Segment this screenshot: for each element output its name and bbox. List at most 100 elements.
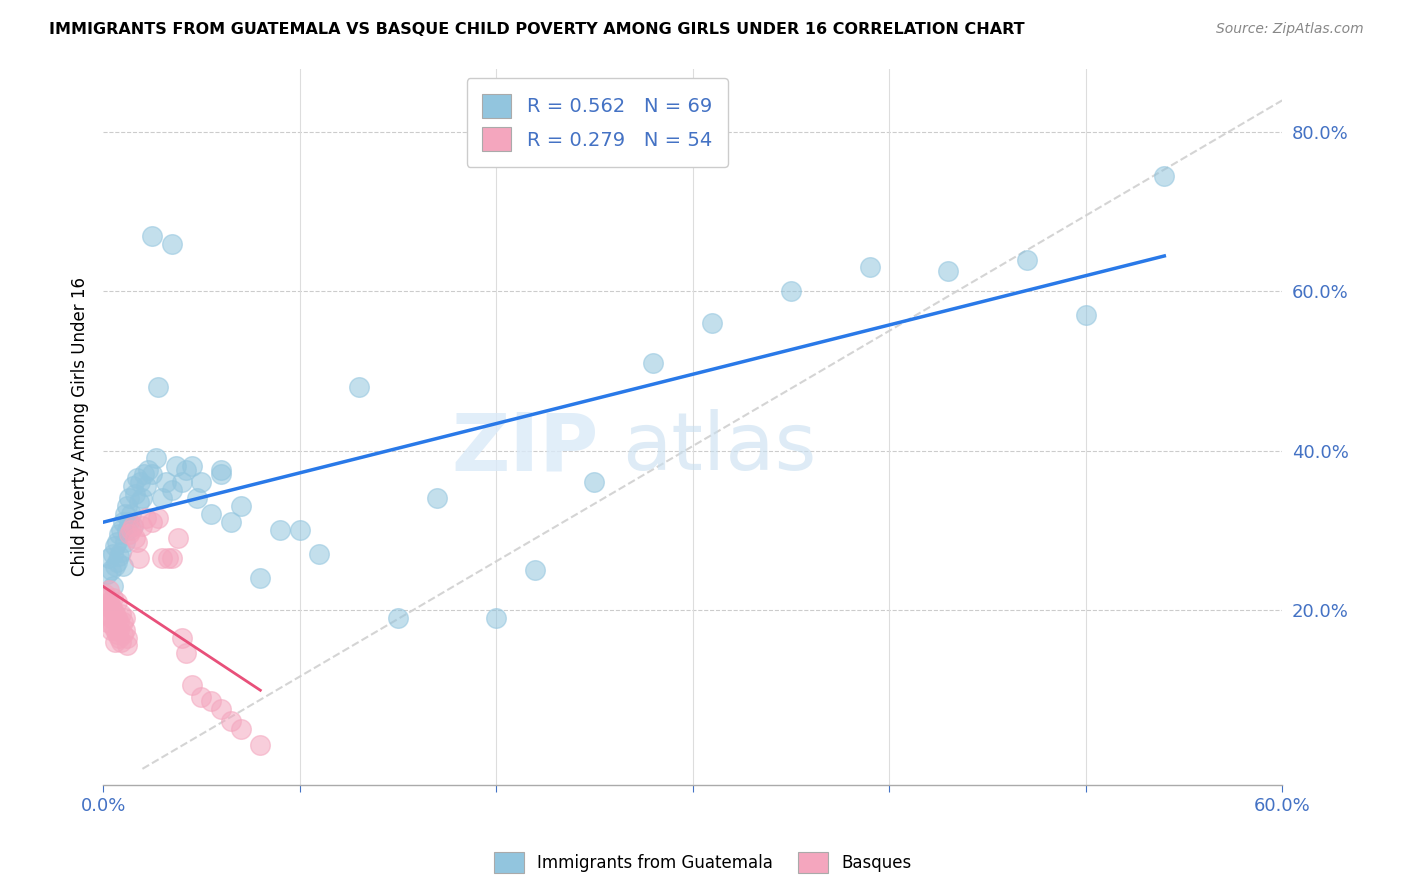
Point [94,607,117,621]
Point [170,631,193,645]
Point [1153,169,1175,183]
Point [485,610,508,624]
Point [101,547,124,561]
Point [104,539,127,553]
Point [105,555,128,569]
Point [98,551,121,566]
Point [131,519,153,533]
Point [145,451,167,466]
Point [120,507,142,521]
Point [115,500,138,514]
Point [219,714,242,728]
Text: IMMIGRANTS FROM GUATEMALA VS BASQUE CHILD POVERTY AMONG GIRLS UNDER 16 CORRELATI: IMMIGRANTS FROM GUATEMALA VS BASQUE CHIL… [49,22,1025,37]
Point [124,531,146,545]
Point [347,380,370,394]
Point [114,623,136,637]
Point [166,531,188,545]
Point [190,690,212,705]
Point [269,523,291,537]
Point [104,558,127,573]
Point [108,615,131,629]
Point [114,507,136,521]
Point [96,591,118,605]
Point [104,607,127,621]
Point [105,610,128,624]
Point [150,491,173,506]
Point [229,722,252,736]
Point [115,639,138,653]
Point [209,463,232,477]
Point [135,479,157,493]
Point [229,500,252,514]
Point [110,607,132,621]
Y-axis label: Child Poverty Among Girls Under 16: Child Poverty Among Girls Under 16 [72,277,89,576]
Point [108,631,131,645]
Point [858,260,880,275]
Point [98,595,121,609]
Point [780,285,803,299]
Point [121,519,143,533]
Point [160,551,183,566]
Point [155,475,177,490]
Point [111,615,134,629]
Point [105,595,128,609]
Point [170,475,193,490]
Point [190,475,212,490]
Point [118,515,141,529]
Point [121,519,143,533]
Point [249,738,271,752]
Point [110,545,132,559]
Point [186,491,208,506]
Point [387,610,409,624]
Point [288,523,311,537]
Point [1015,252,1038,267]
Text: Source: ZipAtlas.com: Source: ZipAtlas.com [1216,22,1364,37]
Point [104,623,127,637]
Point [108,527,131,541]
Point [110,634,132,648]
Point [165,459,187,474]
Point [426,491,449,506]
Point [146,380,169,394]
Point [96,615,118,629]
Point [136,463,159,477]
Point [141,515,163,529]
Point [118,527,141,541]
Point [249,571,271,585]
Legend: Immigrants from Guatemala, Basques: Immigrants from Guatemala, Basques [488,846,918,880]
Point [125,535,148,549]
Point [100,623,122,637]
Point [200,694,222,708]
Point [101,618,124,632]
Point [308,547,330,561]
Point [124,487,146,501]
Point [141,467,163,482]
Point [118,491,141,506]
Point [101,602,124,616]
Point [209,702,232,716]
Point [219,515,242,529]
Point [141,228,163,243]
Text: ZIP: ZIP [451,409,599,487]
Point [114,610,136,624]
Point [128,495,150,509]
Point [160,236,183,251]
Point [134,467,156,482]
Point [94,587,117,601]
Point [936,264,959,278]
Point [209,467,232,482]
Point [200,507,222,521]
Point [524,563,547,577]
Point [108,549,131,563]
Point [129,475,152,490]
Point [104,634,127,648]
Point [105,535,128,549]
Point [125,471,148,485]
Point [105,626,128,640]
Point [174,463,197,477]
Point [101,591,124,605]
Point [702,316,724,330]
Point [111,515,134,529]
Point [180,459,202,474]
Point [101,579,124,593]
